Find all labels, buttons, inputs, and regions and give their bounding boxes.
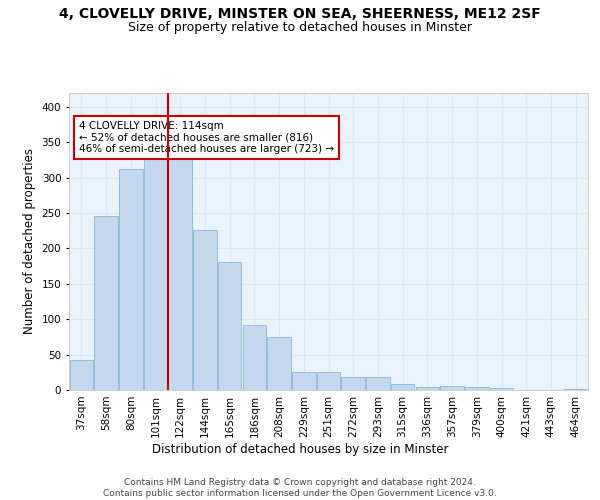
Bar xyxy=(94,216,118,390)
Bar xyxy=(341,376,365,390)
Bar xyxy=(564,388,587,390)
Bar xyxy=(490,388,513,390)
Bar xyxy=(242,325,266,390)
Bar xyxy=(119,169,143,390)
Text: 4 CLOVELLY DRIVE: 114sqm
← 52% of detached houses are smaller (816)
46% of semi-: 4 CLOVELLY DRIVE: 114sqm ← 52% of detach… xyxy=(79,121,334,154)
Bar xyxy=(268,337,291,390)
Bar xyxy=(465,387,488,390)
Text: Distribution of detached houses by size in Minster: Distribution of detached houses by size … xyxy=(152,442,448,456)
Y-axis label: Number of detached properties: Number of detached properties xyxy=(23,148,36,334)
Bar xyxy=(218,262,241,390)
Bar xyxy=(169,152,192,390)
Bar xyxy=(440,386,464,390)
Bar xyxy=(366,377,389,390)
Bar xyxy=(193,230,217,390)
Bar xyxy=(317,372,340,390)
Text: 4, CLOVELLY DRIVE, MINSTER ON SEA, SHEERNESS, ME12 2SF: 4, CLOVELLY DRIVE, MINSTER ON SEA, SHEER… xyxy=(59,8,541,22)
Text: Contains HM Land Registry data © Crown copyright and database right 2024.
Contai: Contains HM Land Registry data © Crown c… xyxy=(103,478,497,498)
Bar xyxy=(144,152,167,390)
Bar xyxy=(292,372,316,390)
Bar xyxy=(391,384,415,390)
Text: Size of property relative to detached houses in Minster: Size of property relative to detached ho… xyxy=(128,21,472,34)
Bar xyxy=(70,360,93,390)
Bar xyxy=(416,387,439,390)
